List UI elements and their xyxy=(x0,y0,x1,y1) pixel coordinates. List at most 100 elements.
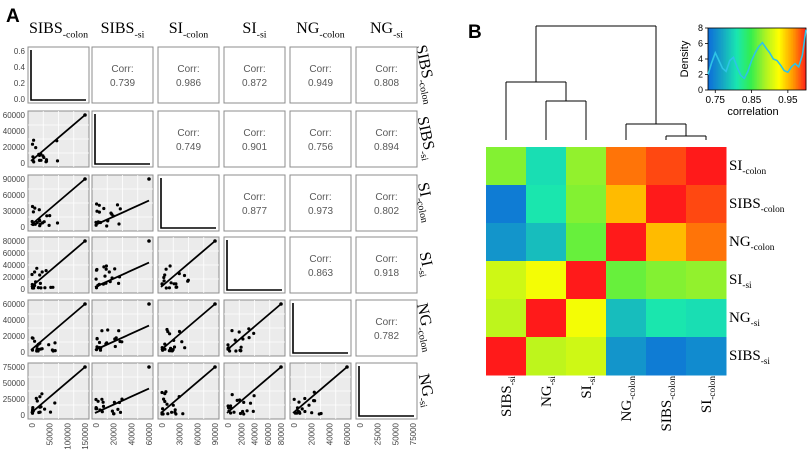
heatmap-cell xyxy=(686,185,727,224)
heatmap-cell xyxy=(526,299,567,338)
heatmap-cell xyxy=(686,337,727,376)
heatmap-col-label: SI-colon xyxy=(699,376,718,413)
heatmap-col-label: SIBS-si xyxy=(499,376,518,417)
data-point xyxy=(37,158,42,162)
corr-value: 0.894 xyxy=(374,142,399,153)
color-key-strip xyxy=(729,28,732,90)
color-key-strip xyxy=(758,28,761,90)
color-key-strip xyxy=(794,28,797,90)
x-tick-label: 50000 xyxy=(46,422,55,445)
data-point xyxy=(234,349,238,353)
dendrogram xyxy=(505,25,707,140)
x-tick-label: 0 xyxy=(28,422,37,427)
label-base: SIBS xyxy=(729,196,761,212)
heatmap-cell xyxy=(646,223,687,262)
data-point xyxy=(96,399,100,403)
data-point xyxy=(170,410,174,414)
regression-line xyxy=(160,303,216,351)
data-point xyxy=(180,340,184,344)
data-point xyxy=(112,400,116,404)
matrix-cell-r0-c4: Corr: 0.949 xyxy=(289,46,352,104)
data-point xyxy=(242,400,246,404)
data-point xyxy=(162,279,166,283)
matrix-cell-r0-c1: Corr: 0.739 xyxy=(91,46,154,104)
regression-line xyxy=(94,324,150,351)
corr-label: Corr: xyxy=(243,128,265,139)
data-point xyxy=(94,397,98,402)
data-point xyxy=(160,390,164,395)
y-tick-label: 75000 xyxy=(3,363,26,372)
label-base: SI xyxy=(242,20,256,37)
y-tick-label: 60000 xyxy=(3,191,26,200)
x-tick-label: 0 xyxy=(356,422,365,427)
label-subscript: -si xyxy=(393,29,403,40)
color-key-strip xyxy=(709,28,712,90)
color-key-strip xyxy=(797,28,800,90)
regression-line xyxy=(30,178,86,226)
data-point xyxy=(147,365,151,369)
matrix-cell-r3-c0 xyxy=(27,236,90,294)
density-line xyxy=(94,114,150,165)
data-point xyxy=(44,158,49,162)
data-point xyxy=(43,286,47,290)
matrix-cell-r5-c1 xyxy=(91,362,154,420)
color-key-strip xyxy=(725,28,728,90)
data-point xyxy=(163,399,167,404)
heatmap-cell xyxy=(566,337,607,376)
label-subscript: -si xyxy=(761,357,771,367)
data-point xyxy=(38,224,42,228)
correlation-panel xyxy=(289,110,352,168)
matrix-cell-r2-c1 xyxy=(91,174,154,232)
panel-a-label: A xyxy=(6,6,20,27)
color-key-strip xyxy=(727,28,730,90)
regression-line xyxy=(226,366,282,414)
y-tick-label: 40000 xyxy=(3,316,26,325)
regression-line xyxy=(292,366,348,414)
data-point xyxy=(242,412,246,416)
corr-value: 0.782 xyxy=(374,331,399,342)
color-key-strip xyxy=(786,28,789,90)
data-point xyxy=(55,139,59,143)
y-tick-label: 60000 xyxy=(3,111,26,120)
color-key-strip xyxy=(804,28,807,90)
color-key-strip xyxy=(737,28,740,90)
data-point xyxy=(117,275,122,279)
color-key-strip xyxy=(778,28,781,90)
heatmap-cell xyxy=(646,261,687,300)
regression-line xyxy=(94,199,150,226)
data-point xyxy=(32,160,36,164)
data-point xyxy=(186,279,190,283)
x-tick-label: 40000 xyxy=(251,422,260,445)
data-point xyxy=(241,337,245,341)
heatmap-row-label: SIBS-colon xyxy=(729,196,785,215)
x-tick-label: 60000 xyxy=(343,422,352,445)
data-point xyxy=(108,280,112,284)
matrix-cell-r2-c2 xyxy=(157,174,220,232)
data-point xyxy=(51,349,55,353)
y-tick-label: 40000 xyxy=(3,261,26,270)
corr-value: 0.863 xyxy=(308,268,333,279)
correlation-panel xyxy=(157,110,220,168)
heatmap-col-label: NG-colon xyxy=(619,376,638,422)
data-point xyxy=(30,142,35,146)
data-point xyxy=(97,203,101,207)
data-point xyxy=(248,401,253,405)
data-point xyxy=(117,400,121,405)
label-base: SI xyxy=(579,385,595,398)
data-point xyxy=(95,345,99,349)
matrix-cell-r1-c4: Corr: 0.756 xyxy=(289,110,352,168)
matrix-cell-r1-c5: Corr: 0.894 xyxy=(355,110,418,168)
matrix-cell-r2-c3: Corr: 0.877 xyxy=(223,174,286,232)
data-point xyxy=(164,390,168,394)
correlation-panel xyxy=(355,236,418,294)
label-base: NG xyxy=(729,310,751,326)
data-point xyxy=(120,397,124,401)
label-subscript: -colon xyxy=(742,167,766,177)
label-subscript: -colon xyxy=(319,29,344,40)
heatmap-col-label: SIBS-colon xyxy=(659,376,678,432)
correlation-panel xyxy=(355,299,418,357)
heatmap-row-label: SI-si xyxy=(729,272,752,291)
data-point xyxy=(99,346,103,350)
heatmap-cell xyxy=(686,147,727,186)
label-subscript: -si xyxy=(417,150,430,162)
